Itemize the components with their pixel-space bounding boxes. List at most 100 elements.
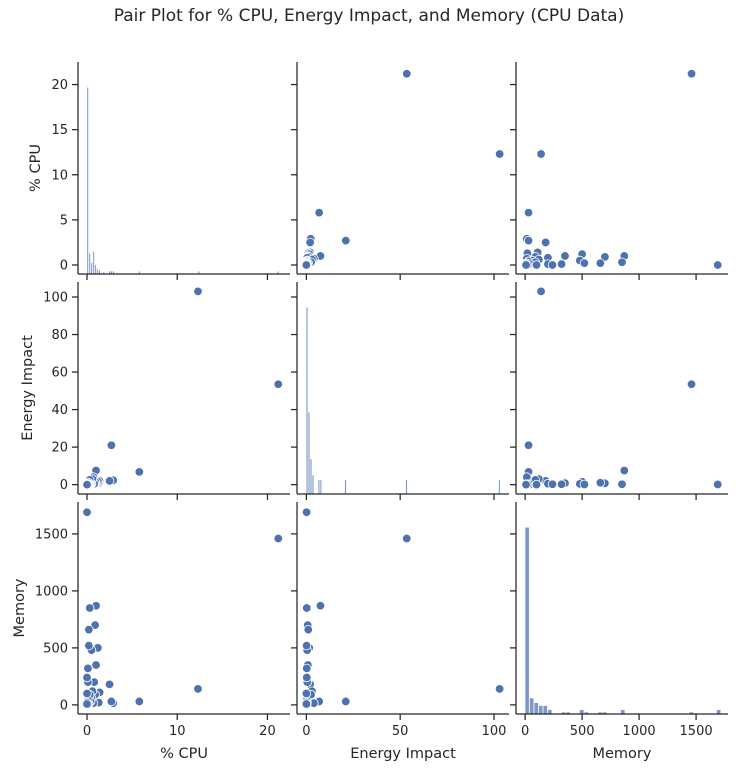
histogram-bar-energy-impact-7 (405, 479, 408, 495)
scatter-point-energy-impact-vs-memory-22 (579, 479, 590, 490)
y-axis-label-energy-impact: Energy Impact (20, 335, 36, 441)
scatter-point-energy-impact-vs-memory-0 (686, 379, 697, 389)
scatter-point-energy-impact-vs-pct-cpu-1 (193, 286, 203, 297)
scatter-point-pct-cpu-vs-memory-2 (523, 207, 534, 218)
histogram-bar-energy-impact-4 (318, 479, 320, 495)
y-tick-label-energy-impact: 40 (51, 403, 68, 418)
x-axis-label-energy-impact: Energy Impact (350, 746, 456, 762)
y-tick-label-energy-impact: 0 (60, 478, 68, 493)
scatter-point-energy-impact-vs-memory-28 (713, 479, 723, 490)
y-tick-label-energy-impact: 20 (51, 441, 68, 456)
scatter-point-energy-impact-vs-memory-24 (556, 479, 567, 489)
scatter-point-memory-vs-energy-impact-29 (302, 672, 312, 683)
scatter-point-energy-impact-vs-memory-4 (523, 440, 534, 450)
x-tick-label-pct-cpu: 20 (259, 724, 276, 739)
histogram-bar-energy-impact-5 (320, 479, 322, 495)
y-tick-label-memory: 1500 (35, 527, 68, 542)
scatter-point-memory-vs-energy-impact-28 (301, 507, 312, 517)
histogram-bar-memory-14 (716, 709, 721, 715)
scatter-point-pct-cpu-vs-memory-32 (521, 260, 531, 270)
scatter-point-memory-vs-pct-cpu-10 (91, 660, 101, 670)
y-tick-label-pct-cpu: 10 (51, 168, 68, 183)
histogram-bar-pct-cpu-0 (86, 87, 89, 275)
scatter-point-memory-vs-energy-impact-9 (315, 601, 326, 611)
x-tick-label-energy-impact: 0 (302, 724, 310, 739)
scatter-point-energy-impact-vs-pct-cpu-0 (273, 379, 283, 389)
y-axis-label-memory: Memory (12, 578, 28, 637)
chart-title: Pair Plot for % CPU, Energy Impact, and … (113, 6, 625, 26)
scatter-point-energy-impact-vs-pct-cpu-4 (106, 440, 117, 450)
histogram-bar-energy-impact-8 (498, 479, 501, 495)
y-tick-label-energy-impact: 60 (51, 366, 68, 381)
x-tick-label-pct-cpu: 0 (83, 724, 91, 739)
scatter-point-pct-cpu-vs-energy-impact-0 (402, 69, 412, 79)
histogram-bar-pct-cpu-1 (88, 253, 91, 275)
y-tick-label-pct-cpu: 5 (60, 213, 68, 228)
scatter-point-memory-vs-pct-cpu-11 (90, 620, 100, 630)
scatter-point-pct-cpu-vs-energy-impact-32 (301, 260, 312, 270)
y-tick-label-memory: 0 (60, 698, 68, 713)
scatter-point-energy-impact-vs-pct-cpu-2 (134, 467, 145, 477)
scatter-point-memory-vs-pct-cpu-22 (84, 640, 94, 651)
scatter-point-pct-cpu-vs-energy-impact-4 (341, 235, 351, 246)
scatter-point-pct-cpu-vs-memory-0 (686, 69, 697, 79)
x-axis-label-memory: Memory (593, 746, 652, 762)
scatter-point-memory-vs-energy-impact-4 (341, 696, 351, 707)
histogram-bar-energy-impact-0 (306, 307, 308, 495)
scatter-point-pct-cpu-vs-memory-29 (547, 260, 558, 270)
scatter-point-energy-impact-vs-memory-9 (619, 465, 629, 476)
x-tick-label-memory: 0 (521, 724, 529, 739)
scatter-point-pct-cpu-vs-energy-impact-1 (494, 149, 505, 159)
scatter-point-memory-vs-energy-impact-21 (303, 624, 313, 635)
scatter-point-pct-cpu-vs-memory-11 (600, 252, 610, 262)
y-axis-label-pct-cpu: % CPU (28, 144, 44, 192)
scatter-point-memory-vs-pct-cpu-30 (82, 688, 92, 699)
scatter-point-memory-vs-pct-cpu-24 (83, 663, 93, 674)
scatter-point-pct-cpu-vs-memory-10 (560, 251, 570, 261)
scatter-point-memory-vs-energy-impact-30 (301, 688, 312, 699)
scatter-point-pct-cpu-vs-energy-impact-2 (314, 207, 324, 218)
scatter-point-memory-vs-pct-cpu-4 (106, 696, 117, 707)
scatter-point-memory-vs-energy-impact-32 (301, 699, 312, 709)
histogram-bar-memory-2 (534, 702, 539, 715)
scatter-point-energy-impact-vs-pct-cpu-5 (104, 476, 115, 486)
scatter-point-memory-vs-pct-cpu-28 (82, 507, 92, 517)
scatter-point-pct-cpu-vs-memory-4 (523, 235, 534, 246)
histogram-bar-pct-cpu-2 (90, 262, 93, 275)
scatter-point-pct-cpu-vs-memory-22 (579, 258, 590, 268)
scatter-point-pct-cpu-vs-memory-20 (617, 257, 627, 267)
histogram-bar-pct-cpu-4 (94, 264, 97, 275)
x-axis-label-pct-cpu: % CPU (160, 746, 208, 762)
y-tick-label-pct-cpu: 0 (60, 258, 68, 273)
scatter-point-memory-vs-pct-cpu-20 (85, 603, 95, 613)
scatter-point-pct-cpu-vs-memory-28 (713, 260, 723, 270)
scatter-point-memory-vs-energy-impact-20 (302, 603, 312, 613)
scatter-point-pct-cpu-vs-memory-1 (536, 149, 546, 159)
x-tick-label-pct-cpu: 10 (169, 724, 186, 739)
scatter-point-pct-cpu-vs-memory-5 (540, 237, 551, 248)
scatter-point-energy-impact-vs-memory-20 (617, 479, 627, 489)
scatter-point-pct-cpu-vs-memory-24 (556, 259, 567, 269)
scatter-point-memory-vs-energy-impact-0 (402, 533, 412, 544)
scatter-point-energy-impact-vs-memory-30 (531, 479, 542, 490)
scatter-point-memory-vs-pct-cpu-1 (193, 684, 203, 694)
scatter-point-energy-impact-vs-memory-1 (536, 286, 546, 297)
x-tick-label-memory: 500 (570, 724, 595, 739)
scatter-point-energy-impact-vs-pct-cpu-32 (82, 479, 92, 490)
y-tick-label-memory: 1000 (35, 584, 68, 599)
histogram-bar-memory-8 (579, 709, 584, 715)
scatter-point-energy-impact-vs-memory-29 (547, 479, 558, 489)
histogram-bar-memory-4 (543, 705, 548, 715)
scatter-point-memory-vs-energy-impact-1 (494, 684, 505, 694)
histogram-bar-energy-impact-3 (312, 475, 314, 495)
y-tick-label-pct-cpu: 15 (51, 123, 68, 138)
x-tick-label-memory: 1500 (680, 724, 713, 739)
scatter-point-energy-impact-vs-memory-32 (521, 479, 531, 490)
histogram-bar-energy-impact-1 (308, 412, 310, 495)
histogram-bar-memory-12 (620, 709, 625, 715)
x-tick-label-energy-impact: 100 (482, 724, 507, 739)
scatter-point-energy-impact-vs-memory-21 (595, 478, 606, 488)
histogram-bar-memory-5 (547, 709, 553, 715)
x-tick-label-energy-impact: 50 (392, 724, 409, 739)
